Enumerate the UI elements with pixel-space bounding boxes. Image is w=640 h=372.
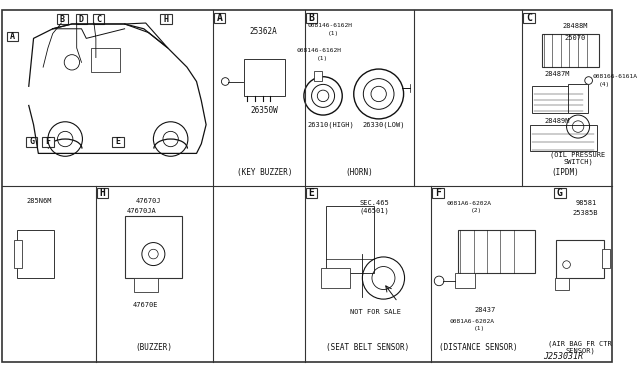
Text: (BUZZER): (BUZZER) bbox=[135, 343, 172, 352]
Bar bbox=[6, 32, 18, 41]
Bar bbox=[532, 86, 585, 113]
Text: G: G bbox=[29, 137, 34, 147]
Text: D: D bbox=[79, 15, 84, 24]
Bar bbox=[56, 15, 68, 24]
Text: ⊙081A6-6202A: ⊙081A6-6202A bbox=[450, 319, 495, 324]
Text: NOT FOR SALE: NOT FOR SALE bbox=[350, 309, 401, 315]
Text: F: F bbox=[45, 137, 51, 147]
Bar bbox=[14, 240, 22, 269]
Bar bbox=[214, 13, 225, 23]
Text: 98581: 98581 bbox=[575, 200, 596, 206]
Text: H: H bbox=[100, 188, 106, 198]
Text: (IPDM): (IPDM) bbox=[552, 168, 579, 177]
Bar bbox=[125, 216, 182, 278]
Text: (2): (2) bbox=[471, 208, 482, 214]
Bar bbox=[26, 137, 37, 147]
Text: (KEY BUZZER): (KEY BUZZER) bbox=[237, 168, 292, 177]
Bar bbox=[541, 33, 599, 67]
Text: 47670E: 47670E bbox=[133, 302, 159, 308]
Bar bbox=[321, 269, 350, 288]
Bar bbox=[524, 13, 535, 23]
Bar bbox=[433, 188, 444, 198]
Bar bbox=[314, 71, 322, 81]
Text: A: A bbox=[216, 13, 223, 23]
Bar bbox=[93, 15, 104, 24]
Text: B: B bbox=[308, 13, 314, 23]
Text: 28488M: 28488M bbox=[563, 23, 588, 29]
Text: G: G bbox=[557, 188, 563, 198]
Text: C: C bbox=[526, 13, 532, 23]
Text: E: E bbox=[115, 137, 120, 147]
Text: F: F bbox=[435, 188, 441, 198]
Bar bbox=[554, 188, 566, 198]
Text: 47670J: 47670J bbox=[136, 198, 161, 204]
Text: ⊙081A6-6202A: ⊙081A6-6202A bbox=[447, 201, 492, 206]
Bar bbox=[244, 60, 285, 96]
Bar bbox=[602, 249, 610, 269]
Text: A: A bbox=[10, 32, 15, 41]
Bar bbox=[456, 273, 474, 288]
Text: (AIR BAG FR CTR
SENSOR): (AIR BAG FR CTR SENSOR) bbox=[548, 340, 612, 354]
Text: 28437: 28437 bbox=[474, 307, 496, 313]
Bar bbox=[530, 125, 597, 151]
Bar bbox=[76, 15, 87, 24]
Text: J253031R: J253031R bbox=[543, 352, 583, 361]
Bar bbox=[91, 48, 120, 72]
Text: (SEAT BELT SENSOR): (SEAT BELT SENSOR) bbox=[326, 343, 410, 352]
Bar bbox=[42, 137, 54, 147]
Text: SEC.465: SEC.465 bbox=[359, 200, 388, 206]
Text: (1): (1) bbox=[317, 56, 328, 61]
Text: (1): (1) bbox=[474, 326, 485, 331]
Text: 26330(LOW): 26330(LOW) bbox=[362, 121, 404, 128]
Bar bbox=[326, 206, 374, 273]
Text: H: H bbox=[163, 15, 168, 24]
Text: (DISTANCE SENSOR): (DISTANCE SENSOR) bbox=[439, 343, 518, 352]
Text: (1): (1) bbox=[328, 31, 339, 36]
Text: B: B bbox=[60, 15, 65, 24]
Bar bbox=[568, 84, 588, 113]
Bar bbox=[17, 230, 54, 278]
Bar bbox=[306, 13, 317, 23]
Text: (OIL PRESSURE
SWITCH): (OIL PRESSURE SWITCH) bbox=[550, 151, 605, 165]
Text: 28487M: 28487M bbox=[545, 71, 570, 77]
Bar bbox=[97, 188, 108, 198]
Bar bbox=[556, 240, 604, 278]
Text: 25385B: 25385B bbox=[572, 210, 598, 216]
Bar bbox=[160, 15, 172, 24]
Bar bbox=[112, 137, 124, 147]
Text: 285N6M: 285N6M bbox=[27, 198, 52, 204]
Text: 26350W: 26350W bbox=[251, 106, 278, 115]
Text: ⊙08146-6162H: ⊙08146-6162H bbox=[308, 23, 353, 28]
Text: 26310(HIGH): 26310(HIGH) bbox=[307, 121, 354, 128]
Bar bbox=[134, 278, 158, 292]
Text: ⊙08166-6161A: ⊙08166-6161A bbox=[593, 74, 637, 79]
Text: 25362A: 25362A bbox=[250, 27, 278, 36]
Text: 28489M: 28489M bbox=[545, 118, 570, 124]
Text: E: E bbox=[308, 188, 314, 198]
Text: (HORN): (HORN) bbox=[346, 168, 373, 177]
Text: (46501): (46501) bbox=[359, 208, 388, 214]
Text: ⊙08146-6162H: ⊙08146-6162H bbox=[297, 48, 342, 53]
Text: (4): (4) bbox=[599, 82, 611, 87]
Bar bbox=[555, 278, 570, 289]
Text: 47670JA: 47670JA bbox=[127, 208, 157, 214]
Text: C: C bbox=[96, 15, 101, 24]
Bar bbox=[458, 230, 535, 273]
Text: 25070: 25070 bbox=[564, 35, 586, 41]
Bar bbox=[306, 188, 317, 198]
